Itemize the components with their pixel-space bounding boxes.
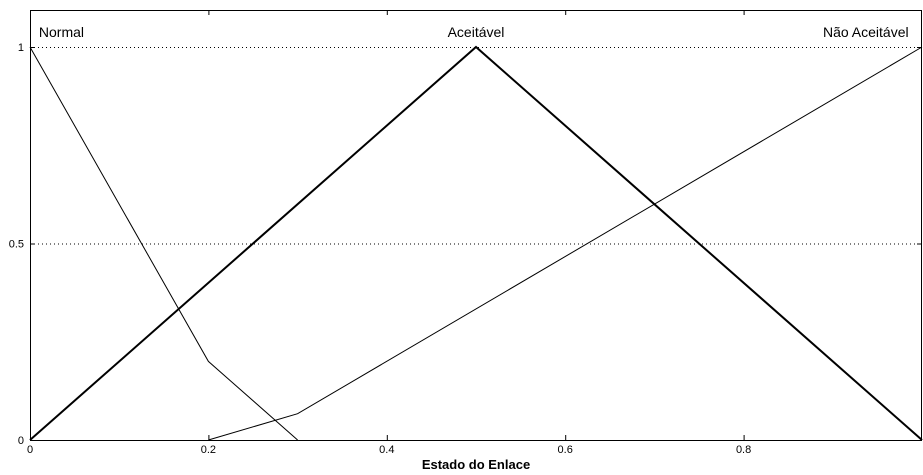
x-tick-label: 0: [27, 444, 33, 456]
series-label-normal: Normal: [39, 24, 84, 40]
x-tick-label: 0.8: [736, 444, 751, 456]
y-tick-label: 1: [18, 42, 24, 54]
x-tick-label: 0.6: [558, 444, 573, 456]
x-tick-label: 0.4: [379, 444, 394, 456]
series-label-aceitavel: Aceitável: [448, 24, 505, 40]
y-tick-label: 0.5: [9, 239, 24, 251]
x-tick-label: 0.2: [201, 444, 216, 456]
y-tick-label: 0: [18, 435, 24, 447]
x-axis-label: Estado do Enlace: [422, 457, 530, 472]
series-label-nao-aceitavel: Não Aceitável: [823, 24, 909, 40]
